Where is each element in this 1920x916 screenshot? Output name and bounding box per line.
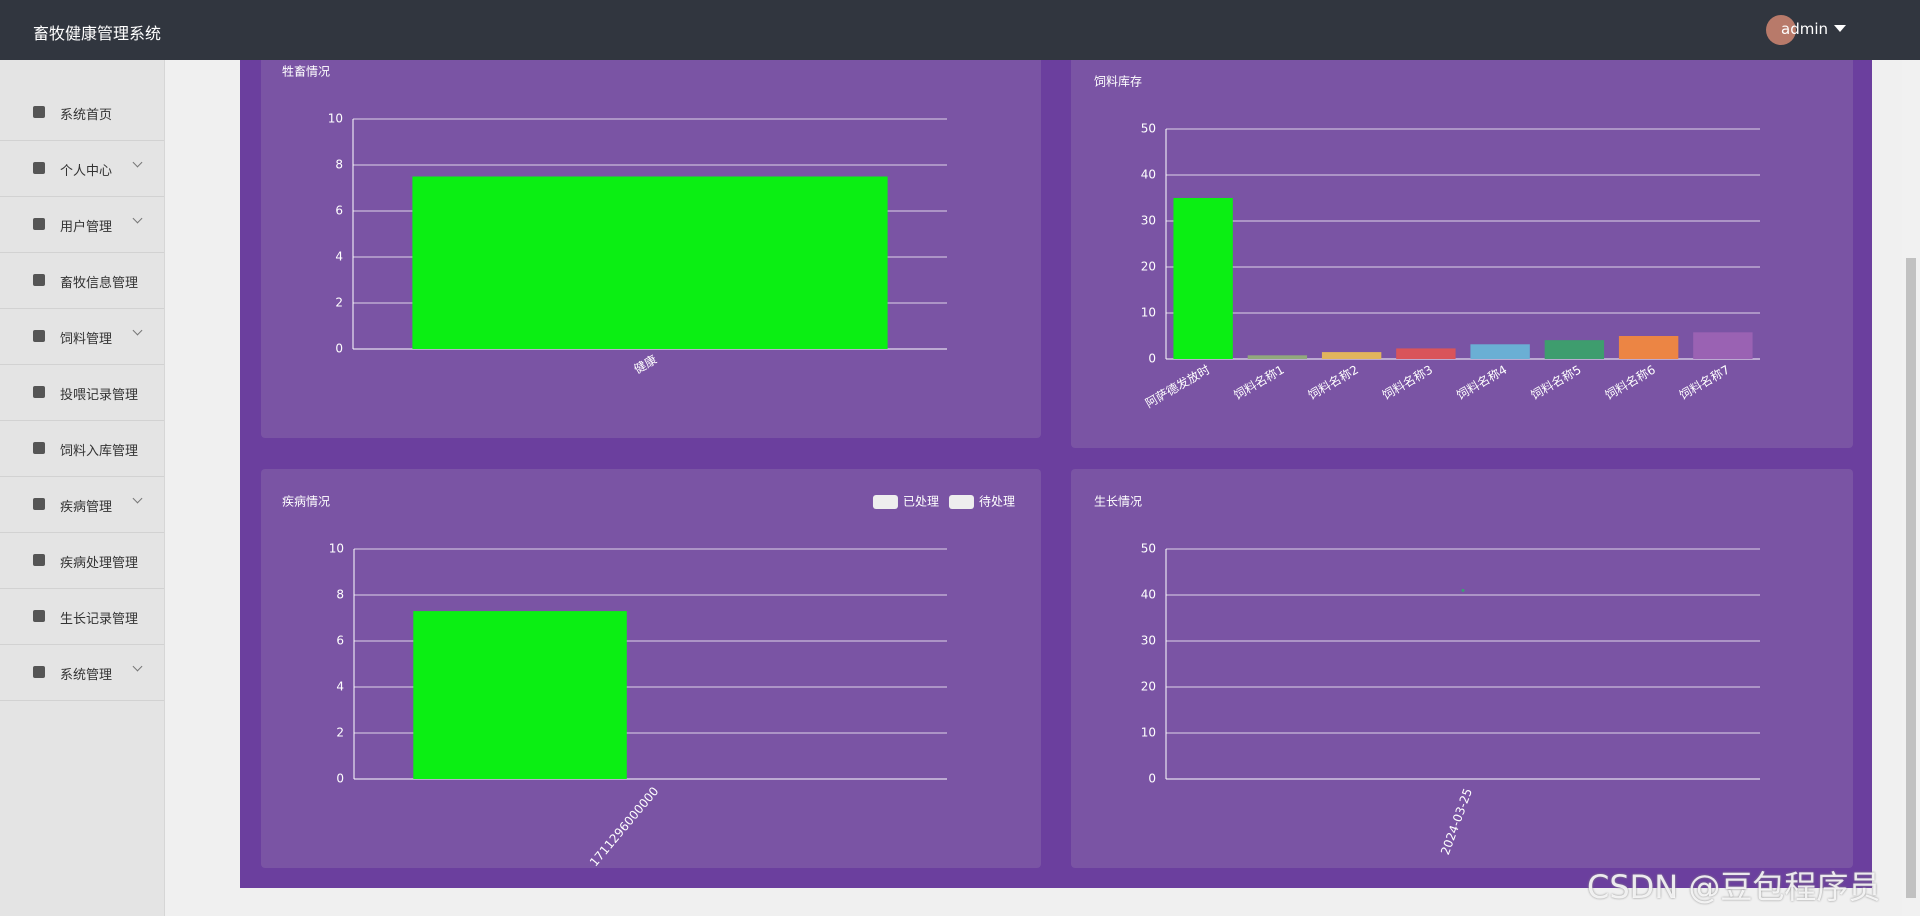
menu-icon bbox=[33, 554, 45, 566]
menu-item[interactable]: 系统首页 bbox=[0, 85, 164, 141]
menu-label: 生长记录管理 bbox=[60, 612, 139, 627]
menu-icon bbox=[33, 162, 45, 174]
menu-label: 投喂记录管理 bbox=[60, 388, 139, 403]
y-tick-label: 30 bbox=[1141, 214, 1156, 228]
menu-label: 系统首页 bbox=[60, 108, 113, 123]
bar bbox=[413, 611, 627, 779]
legend-swatch[interactable] bbox=[948, 495, 974, 509]
bar bbox=[1544, 340, 1605, 359]
user-menu[interactable]: admin bbox=[1781, 20, 1828, 38]
scroll-thumb[interactable] bbox=[1906, 258, 1916, 898]
y-tick-label: 10 bbox=[1141, 306, 1156, 320]
bar bbox=[1470, 344, 1530, 359]
y-tick-label: 40 bbox=[1141, 168, 1156, 182]
sidebar: 系统首页个人中心用户管理畜牧信息管理 饲料管理投喂记录管理 饲料入库管理 疾病管理疾病… bbox=[0, 60, 165, 916]
y-tick-label: 10 bbox=[328, 112, 343, 126]
menu-label: 系统管理 bbox=[60, 668, 113, 683]
menu-item[interactable]: 用户管理 bbox=[0, 197, 164, 253]
y-tick-label: 30 bbox=[1141, 634, 1156, 648]
bar bbox=[1321, 352, 1382, 359]
menu-item[interactable]: 系统管理 bbox=[0, 645, 164, 701]
bar bbox=[1693, 332, 1753, 359]
legend-label: 待处理 bbox=[979, 495, 1015, 509]
app-title: 畜牧健康管理系统 bbox=[33, 24, 162, 43]
y-tick-label: 20 bbox=[1141, 680, 1156, 694]
legend-swatch[interactable] bbox=[872, 495, 898, 509]
menu-label: 疾病管理 bbox=[60, 500, 113, 515]
menu-item[interactable]: 畜牧信息管理 bbox=[0, 253, 164, 309]
avatar[interactable] bbox=[1766, 15, 1796, 45]
y-tick-label: 0 bbox=[336, 772, 344, 786]
menu-item[interactable]: 疾病管理 bbox=[0, 477, 164, 533]
menu-icon bbox=[33, 330, 45, 342]
bar bbox=[1247, 355, 1308, 359]
menu-icon bbox=[33, 442, 45, 454]
menu-icon bbox=[33, 610, 45, 622]
bar bbox=[412, 176, 888, 349]
menu-item[interactable]: 个人中心 bbox=[0, 141, 164, 197]
menu-item[interactable]: 饲料管理 bbox=[0, 309, 164, 365]
menu-label: 疾病处理管理 bbox=[60, 556, 139, 571]
bar bbox=[1173, 198, 1233, 359]
y-tick-label: 4 bbox=[336, 680, 344, 694]
y-tick-label: 50 bbox=[1141, 542, 1156, 556]
chart-title: 生长情况 bbox=[1094, 495, 1142, 509]
menu-item[interactable]: 投喂记录管理 bbox=[0, 365, 164, 421]
menu-item[interactable]: 疾病处理管理 bbox=[0, 533, 164, 589]
chart-title: 饲料库存 bbox=[1094, 74, 1142, 89]
y-tick-label: 10 bbox=[1141, 726, 1156, 740]
y-tick-label: 0 bbox=[1148, 352, 1156, 366]
menu-label: 个人中心 bbox=[60, 164, 113, 179]
menu-item[interactable]: 生长记录管理 bbox=[0, 589, 164, 645]
y-tick-label: 2 bbox=[335, 296, 343, 310]
header: 畜牧健康管理系统 admin bbox=[0, 0, 1920, 60]
y-tick-label: 10 bbox=[329, 542, 344, 556]
menu-label: 饲料管理 bbox=[60, 332, 113, 347]
menu-icon bbox=[33, 106, 45, 118]
scrollbar[interactable] bbox=[1902, 60, 1920, 916]
dropdown-arrow[interactable] bbox=[1834, 25, 1846, 38]
bar bbox=[1618, 336, 1679, 359]
y-tick-label: 2 bbox=[336, 726, 344, 740]
y-tick-label: 4 bbox=[335, 250, 343, 264]
menu-icon bbox=[33, 666, 45, 678]
menu-icon bbox=[33, 386, 45, 398]
y-tick-label: 8 bbox=[336, 588, 344, 602]
menu-label: 用户管理 bbox=[60, 220, 113, 235]
menu-icon bbox=[33, 498, 45, 510]
y-tick-label: 0 bbox=[335, 342, 343, 356]
y-tick-label: 6 bbox=[335, 204, 343, 218]
y-tick-label: 20 bbox=[1141, 260, 1156, 274]
chart-title: 疾病情况 bbox=[282, 494, 330, 509]
y-tick-label: 40 bbox=[1141, 588, 1156, 602]
y-tick-label: 50 bbox=[1141, 122, 1156, 136]
menu-icon bbox=[33, 274, 45, 286]
menu-label: 饲料入库管理 bbox=[60, 444, 139, 459]
y-tick-label: 6 bbox=[336, 634, 344, 648]
chart-card bbox=[1071, 469, 1853, 868]
legend-label: 已处理 bbox=[903, 495, 939, 509]
chart-title: 牲畜情况 bbox=[282, 64, 330, 79]
menu-label: 畜牧信息管理 bbox=[60, 276, 139, 291]
point bbox=[1461, 588, 1465, 592]
y-tick-label: 8 bbox=[335, 158, 343, 172]
menu-icon bbox=[33, 218, 45, 230]
watermark: CSDN @豆包程序员 bbox=[1587, 868, 1881, 906]
chart-card bbox=[261, 469, 1041, 868]
bar bbox=[1396, 348, 1456, 359]
y-tick-label: 0 bbox=[1148, 772, 1156, 786]
menu-item[interactable]: 饲料入库管理 bbox=[0, 421, 164, 477]
